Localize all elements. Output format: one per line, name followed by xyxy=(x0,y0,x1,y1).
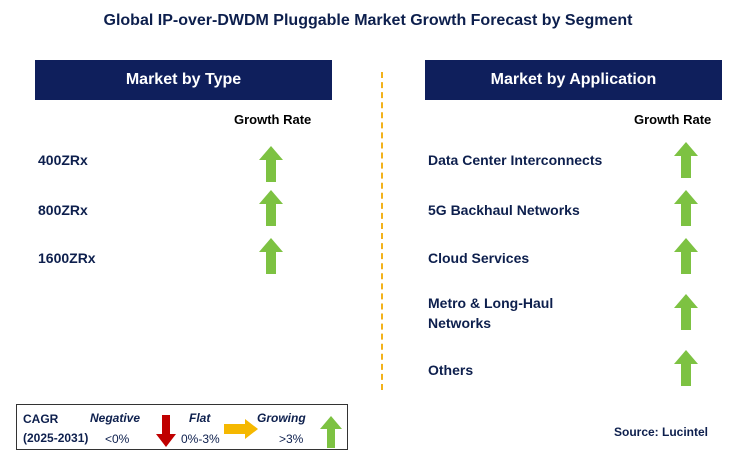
chart-title: Global IP-over-DWDM Pluggable Market Gro… xyxy=(103,12,633,29)
legend-negative-label: Negative xyxy=(90,411,141,425)
up-arrow-icon xyxy=(674,238,698,274)
legend-cagr-label: CAGR xyxy=(23,412,59,426)
application-item-metro-long-haul: Metro & Long-Haul Networks xyxy=(428,295,554,331)
type-growth-rate-header: Growth Rate xyxy=(234,112,312,127)
type-panel-header: Market by Type xyxy=(35,60,332,100)
type-item-400zrx: 400ZRx xyxy=(38,152,88,168)
up-arrow-icon xyxy=(259,146,283,182)
legend-period: (2025-2031) xyxy=(23,431,89,445)
up-arrow-icon xyxy=(259,190,283,226)
down-arrow-icon xyxy=(156,415,176,447)
right-arrow-icon xyxy=(224,419,258,439)
application-item-others: Others xyxy=(428,362,474,378)
source-note: Source: Lucintel xyxy=(614,425,709,439)
application-growth-rate-header: Growth Rate xyxy=(634,112,712,127)
legend-flat-range: 0%-3% xyxy=(181,432,220,446)
legend-negative-range: <0% xyxy=(105,432,130,446)
up-arrow-icon xyxy=(674,142,698,178)
type-item-1600zrx: 1600ZRx xyxy=(38,250,96,266)
up-arrow-icon xyxy=(674,294,698,330)
panel-divider xyxy=(381,72,383,390)
up-arrow-icon xyxy=(259,238,283,274)
application-item-data-center: Data Center Interconnects xyxy=(428,152,603,168)
legend-growing-range: >3% xyxy=(279,432,304,446)
cagr-legend: CAGR (2025-2031) Negative <0% Flat 0%-3%… xyxy=(16,404,348,450)
up-arrow-icon xyxy=(674,190,698,226)
type-item-800zrx: 800ZRx xyxy=(38,202,88,218)
legend-growing-label: Growing xyxy=(257,411,306,425)
up-arrow-icon xyxy=(320,416,342,448)
application-panel-header: Market by Application xyxy=(425,60,722,100)
up-arrow-icon xyxy=(674,350,698,386)
application-item-5g-backhaul: 5G Backhaul Networks xyxy=(428,202,580,218)
legend-flat-label: Flat xyxy=(189,411,211,425)
application-item-cloud-services: Cloud Services xyxy=(428,250,530,266)
